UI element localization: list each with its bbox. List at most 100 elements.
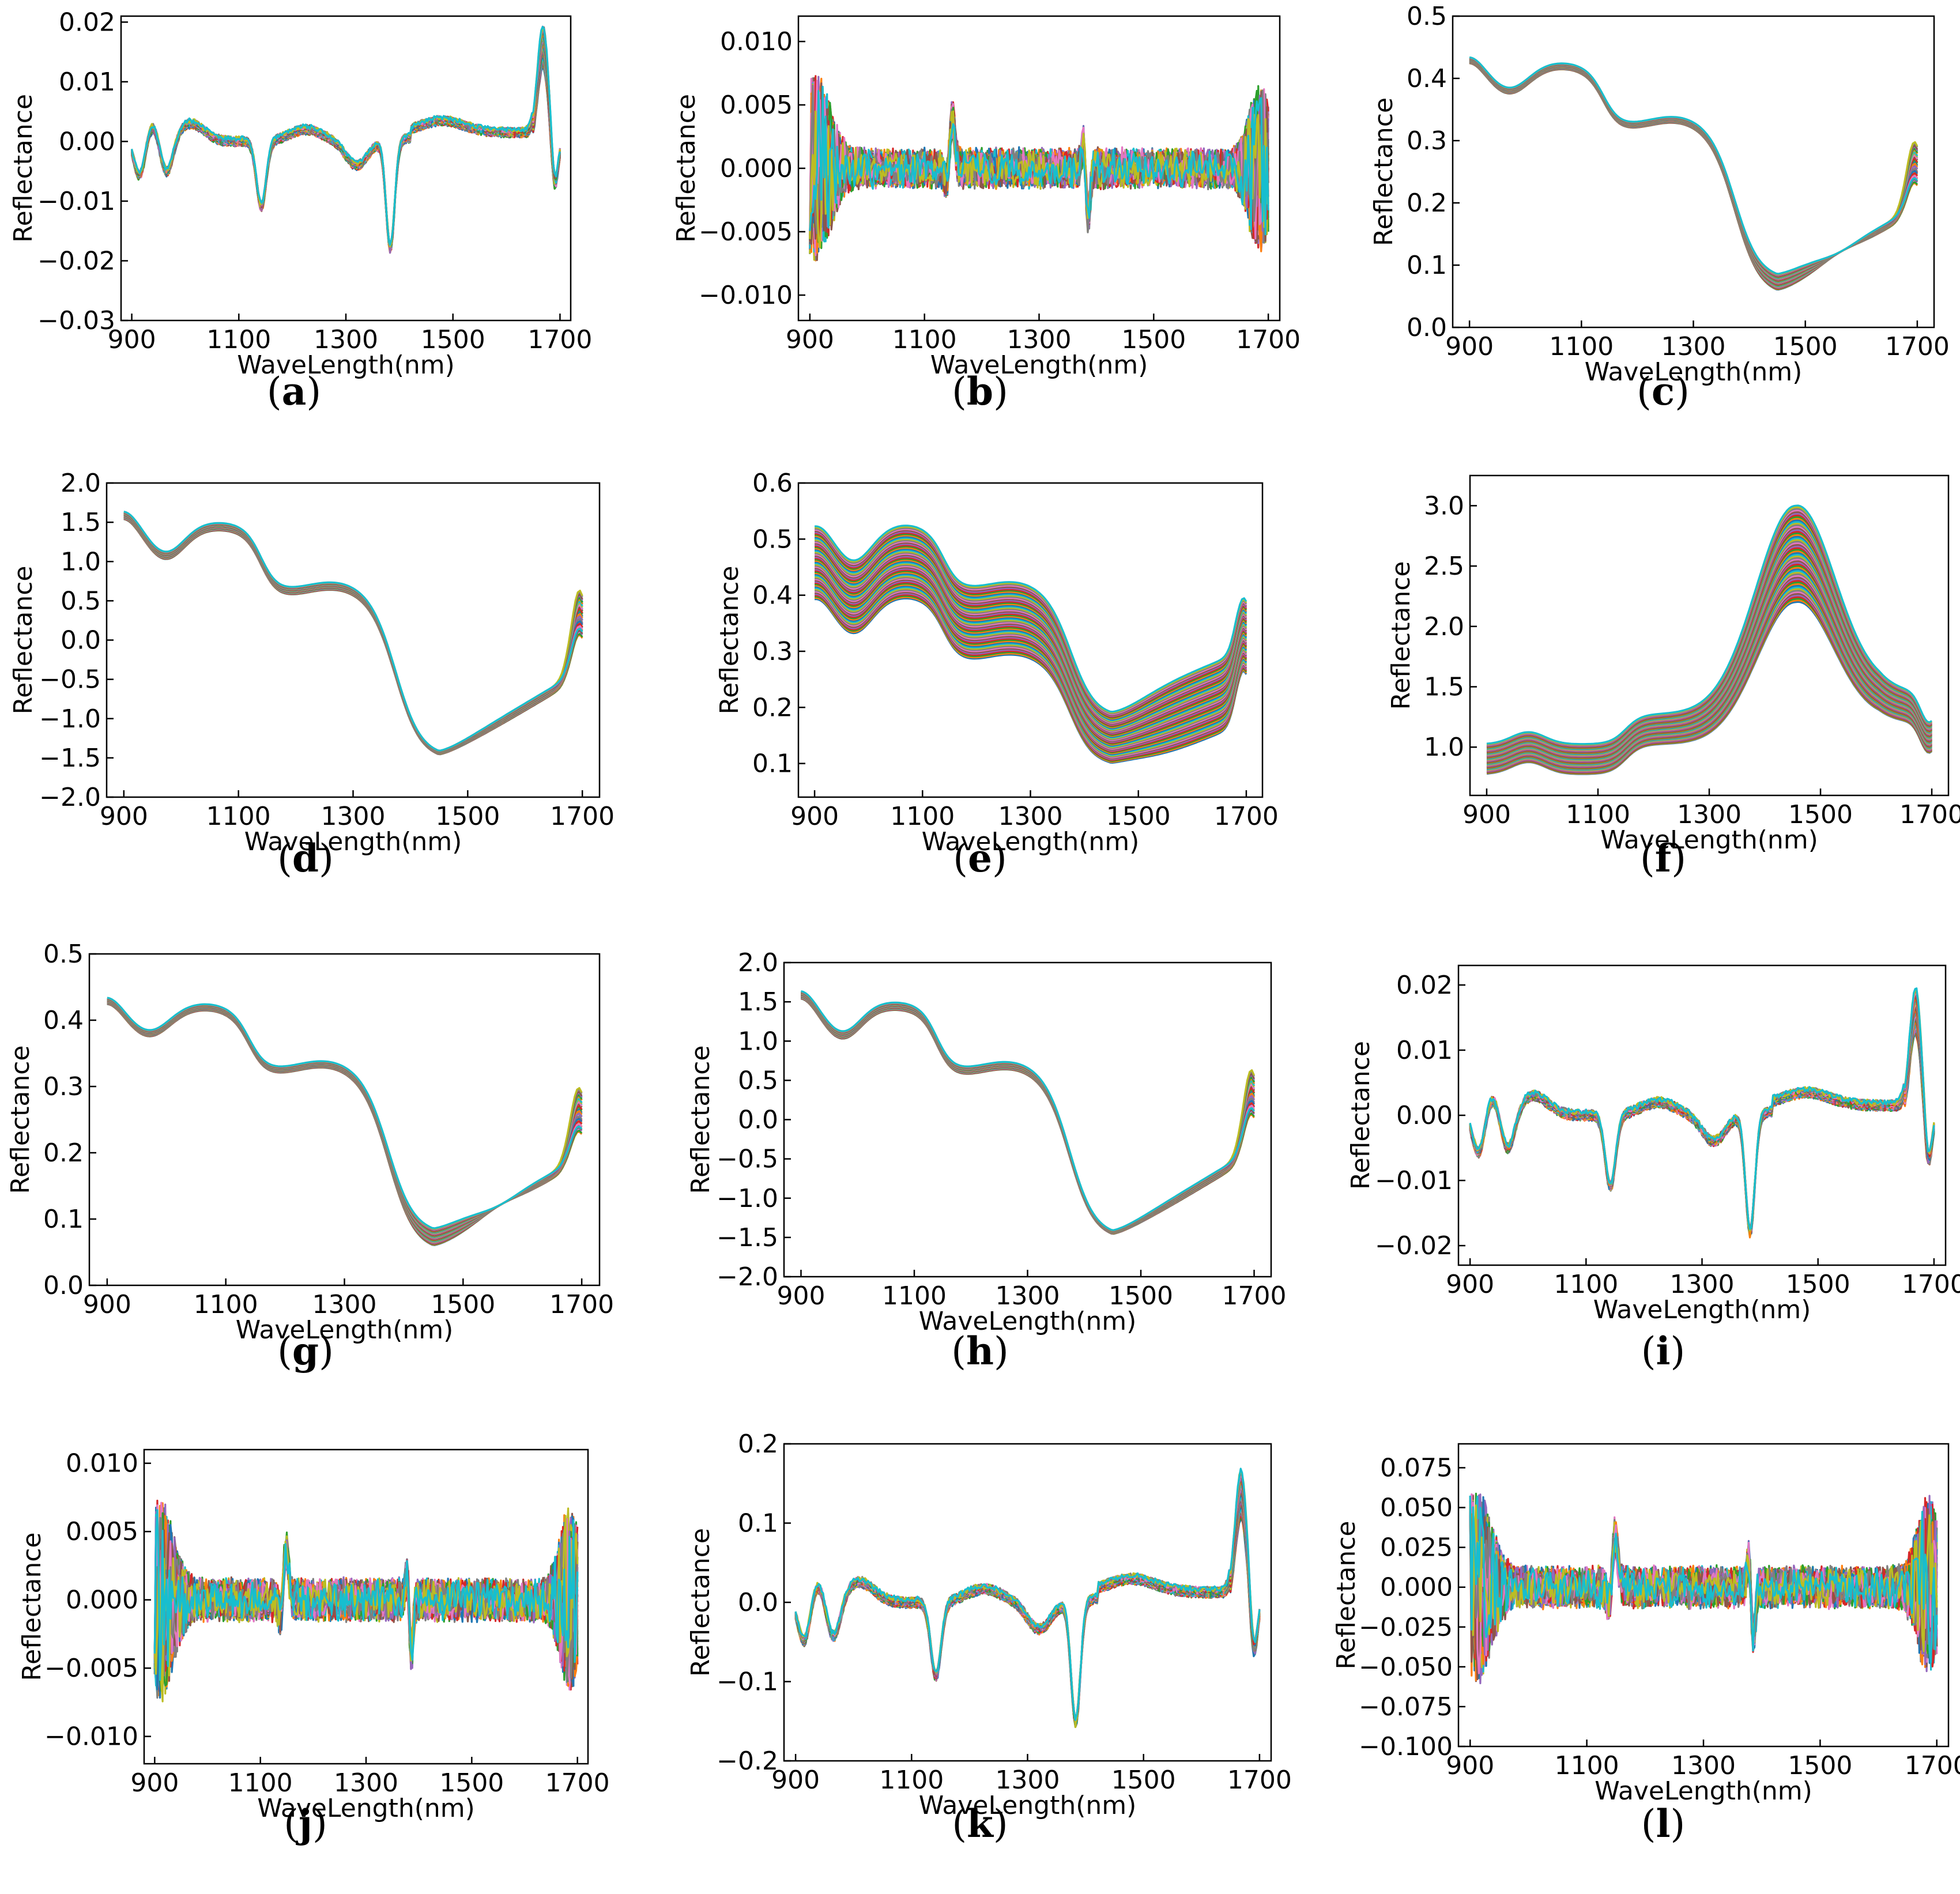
series-line-6 — [1469, 61, 1918, 289]
x-tick-label: 1700 — [527, 325, 592, 354]
panel-letter: e — [968, 836, 992, 881]
x-tick-label: 1300 — [998, 802, 1063, 831]
series-line-22 — [131, 44, 561, 251]
series-line-32 — [1469, 996, 1935, 1233]
x-tick-label: 1100 — [1555, 1751, 1619, 1780]
x-tick-label: 1100 — [1549, 332, 1614, 361]
y-tick-label: 0.2 — [752, 693, 793, 722]
series-line-58 — [815, 527, 1247, 715]
x-axis-label: WaveLength(nm) — [1585, 357, 1803, 387]
x-tick-label: 900 — [1446, 1751, 1494, 1780]
y-tick-label: 0.02 — [1396, 971, 1453, 1000]
paren-open: ( — [277, 836, 292, 881]
y-tick-label: 0.1 — [738, 1509, 778, 1538]
series-line-14 — [131, 51, 561, 249]
panel-label-b: (b) — [952, 369, 1008, 414]
x-tick-label: 1300 — [996, 1765, 1060, 1795]
series-line-17 — [1469, 1015, 1935, 1233]
series-line-5 — [1469, 62, 1918, 289]
series-line-39 — [107, 997, 583, 1230]
series-line-8 — [1469, 61, 1918, 288]
series-line-11 — [815, 585, 1247, 755]
y-tick-label: 0.00 — [1396, 1101, 1453, 1130]
series-line-17 — [1469, 59, 1918, 284]
series-line-6 — [123, 517, 583, 755]
panel-b: 900 1100 1300 1500 1700 −0.010 −0.005 0.000 0.00… — [672, 15, 1301, 380]
series-line-6 — [801, 997, 1255, 1235]
panel-j: 900 1100 1300 1500 1700 −0.010 −0.005 0.000 0.00… — [17, 1449, 610, 1823]
y-tick-label: −1.0 — [717, 1184, 778, 1213]
series-line-37 — [107, 997, 583, 1231]
panel-e: 900 1100 1300 1500 1700 0.1 0.2 0.3 0.4 0.5 0.6 Wav… — [715, 469, 1279, 857]
axes-frame — [88, 953, 601, 1286]
series-line-39 — [131, 27, 561, 248]
y-axis-label: Reflectance — [1332, 1521, 1361, 1669]
series-line-17 — [815, 578, 1247, 750]
series-line-9 — [1469, 61, 1918, 288]
series-line-7 — [815, 590, 1247, 759]
x-tick-label: 1500 — [435, 802, 500, 831]
series-group — [123, 511, 583, 756]
paren-close: ) — [1670, 1802, 1686, 1846]
series-line-33 — [131, 32, 561, 248]
series-line-5 — [123, 517, 583, 755]
panel-label-j: (j) — [284, 1801, 327, 1846]
y-axis-label: Reflectance — [1386, 561, 1416, 710]
x-tick-label: 900 — [777, 1281, 825, 1311]
x-tick-label: 1100 — [1554, 1270, 1618, 1299]
y-tick-label: −0.010 — [699, 281, 793, 310]
x-tick-label: 900 — [786, 325, 834, 354]
series-line-39 — [1469, 989, 1935, 1232]
x-tick-label: 1100 — [206, 325, 271, 354]
y-tick-label: 2.0 — [61, 469, 101, 498]
series-line-15 — [107, 1001, 583, 1240]
paren-open: ( — [953, 836, 968, 881]
y-axis-label: Reflectance — [672, 94, 701, 243]
panel-label-d: (d) — [277, 836, 334, 881]
y-tick-label: 0.000 — [66, 1586, 138, 1615]
x-tick-label: 900 — [83, 1290, 131, 1319]
series-line-5 — [815, 593, 1247, 760]
panel-letter: d — [292, 836, 319, 881]
series-line-13 — [815, 583, 1247, 753]
series-line-21 — [1469, 1009, 1935, 1232]
series-line-12 — [107, 1001, 583, 1242]
series-line-19 — [1469, 59, 1918, 284]
series-line-29 — [131, 37, 561, 249]
x-tick-label: 1500 — [1111, 1765, 1176, 1795]
series-line-32 — [794, 1480, 1261, 1719]
series-line-8 — [815, 588, 1247, 758]
y-tick-label: 0.3 — [43, 1072, 84, 1101]
x-tick-label: 900 — [1445, 332, 1494, 361]
y-axis-label: Reflectance — [6, 1045, 35, 1194]
series-line-34 — [794, 1478, 1261, 1721]
panel-h: 900 1100 1300 1500 1700 −2.0 −1.5 −1.0 −0.5 0.0 0.… — [686, 948, 1287, 1336]
series-line-1 — [801, 998, 1255, 1235]
series-line-44 — [815, 544, 1247, 727]
y-tick-label: 0.005 — [720, 90, 793, 120]
x-tick-label: 1500 — [1786, 1270, 1850, 1299]
x-tick-label: 1100 — [194, 1290, 258, 1319]
y-axis-label: Reflectance — [9, 94, 38, 243]
y-tick-label: −0.03 — [37, 306, 115, 335]
y-tick-label: 1.5 — [1424, 673, 1464, 702]
series-line-27 — [794, 1485, 1261, 1723]
series-line-19 — [107, 1000, 583, 1239]
x-axis-label: WaveLength(nm) — [922, 827, 1140, 857]
y-axis-label: Reflectance — [1346, 1041, 1375, 1190]
series-line-19 — [131, 48, 561, 251]
x-tick-label: 1700 — [1222, 1281, 1287, 1311]
panel-letter: c — [1651, 369, 1675, 414]
y-tick-label: 0.010 — [720, 27, 793, 56]
series-line-36 — [1469, 994, 1935, 1232]
panel-letter: i — [1656, 1329, 1671, 1374]
paren-close: ) — [319, 1329, 334, 1374]
paren-open: ( — [1637, 369, 1652, 414]
y-tick-label: 0.01 — [1396, 1036, 1453, 1065]
paren-close: ) — [1671, 836, 1686, 881]
series-line-46 — [815, 542, 1247, 725]
series-group — [1486, 504, 1932, 775]
panel-label-k: (k) — [952, 1801, 1008, 1846]
x-axis-label: WaveLength(nm) — [237, 350, 455, 380]
